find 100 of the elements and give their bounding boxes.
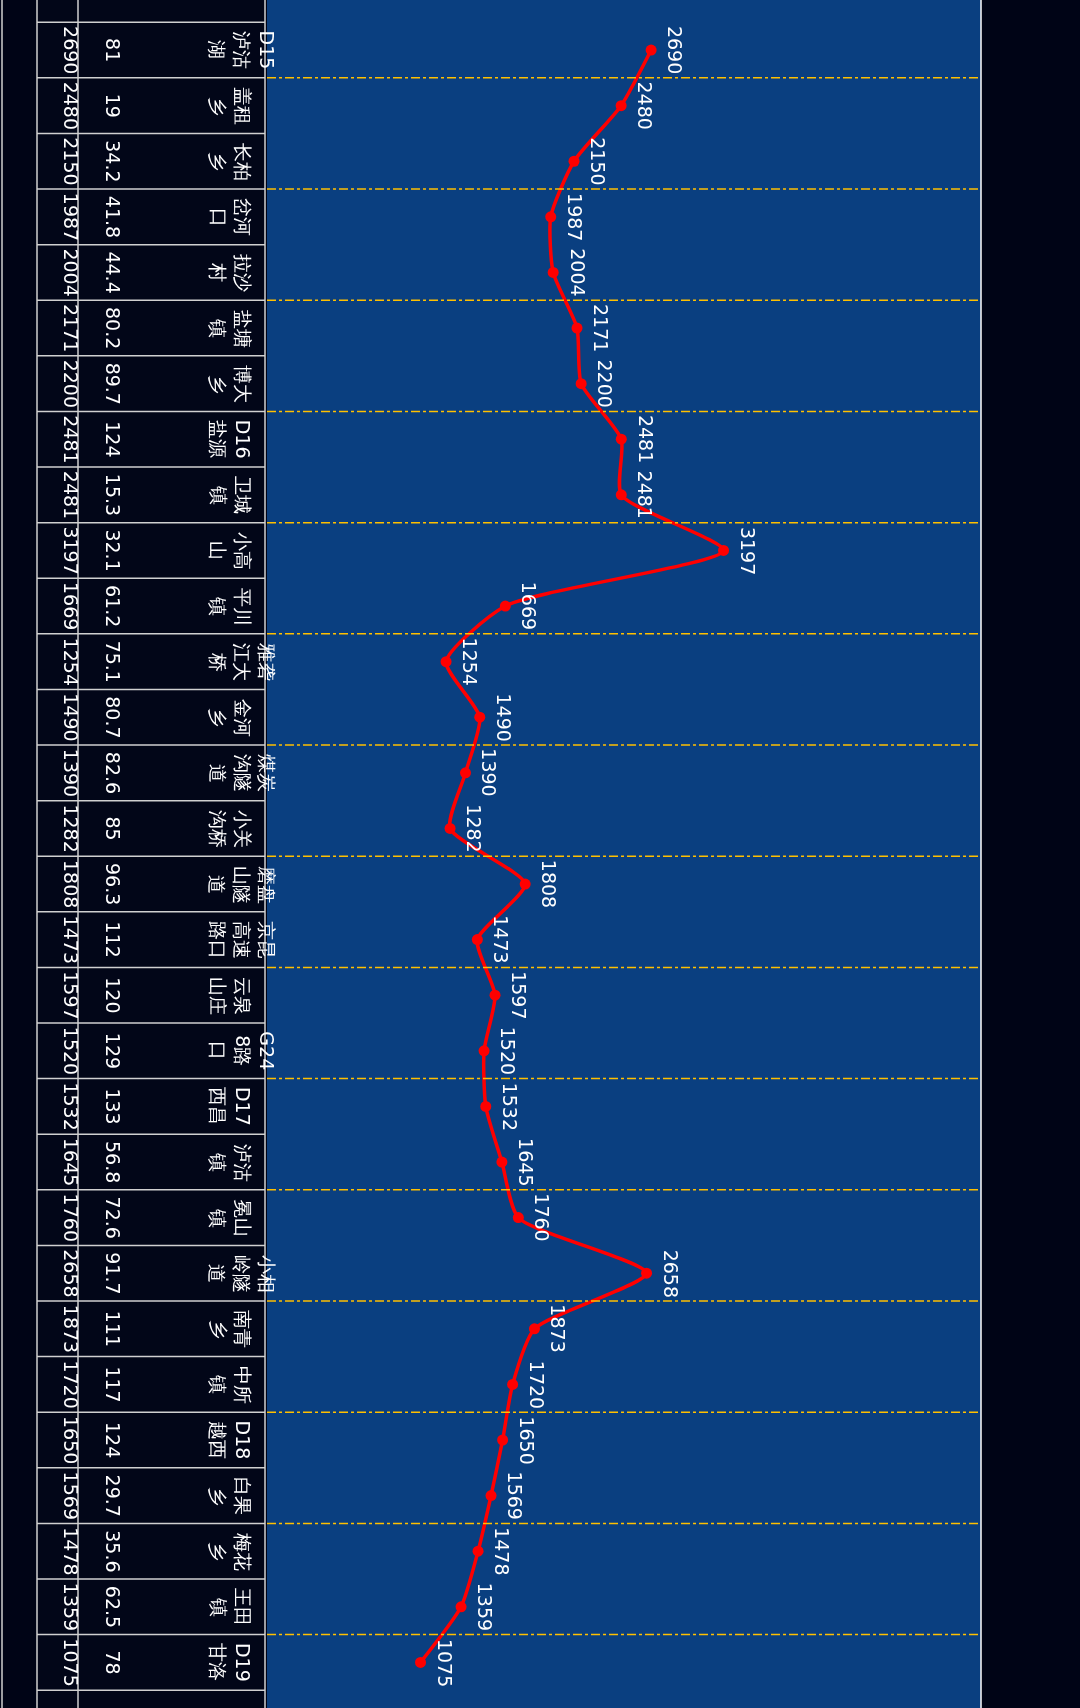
point xyxy=(480,1100,492,1112)
y-tick-label: 磨盘山隧道 xyxy=(206,865,278,904)
y-tick-label: 平川镇 xyxy=(206,587,254,626)
text: 34.2 xyxy=(102,140,125,183)
data-label: 1473 xyxy=(59,915,82,964)
annotation: 2658 xyxy=(659,1249,682,1299)
y-tick-label: 长柏乡 xyxy=(207,142,254,181)
y-tick-label: 雅砻江大桥 xyxy=(206,643,279,682)
y-tick-label: 小关沟桥 xyxy=(207,809,254,848)
y-tick-label: 白果乡 xyxy=(207,1477,255,1516)
annotation: 2200 xyxy=(593,359,616,408)
text: 80.2 xyxy=(102,307,125,350)
y-tick-label: D18 越西 xyxy=(206,1420,254,1460)
text: 41.8 xyxy=(101,195,124,239)
annotation: 2150 xyxy=(587,137,610,186)
point xyxy=(547,266,559,278)
annotation: 1075 xyxy=(433,1638,456,1688)
y-tick-label: 煤炭沟隧道 xyxy=(206,754,279,793)
data-label: 2004 xyxy=(60,248,83,297)
annotation: 1987 xyxy=(563,193,586,242)
text: 124 xyxy=(102,1422,125,1459)
annotation: 1650 xyxy=(515,1416,538,1465)
y-tick-label: 中所镇 xyxy=(207,1365,254,1404)
text: 72.6 xyxy=(101,1196,124,1239)
y-tick-label: 盖租乡 xyxy=(207,87,255,126)
point xyxy=(512,1212,524,1224)
point xyxy=(478,1045,490,1057)
data-label: 3197 xyxy=(60,526,83,575)
text: 15.3 xyxy=(101,473,124,517)
point xyxy=(489,989,501,1001)
annotation: 1490 xyxy=(493,693,515,742)
y-tick-label: 博大乡 xyxy=(207,365,255,404)
annotation: 2690 xyxy=(664,25,687,75)
annotation: 1532 xyxy=(499,1082,522,1132)
data-label: 1650 xyxy=(60,1416,83,1465)
y-tick-label: 金河乡 xyxy=(207,698,254,737)
data-label: 1490 xyxy=(60,693,83,742)
data-label: 1669 xyxy=(60,582,83,631)
annotation: 2171 xyxy=(590,304,613,353)
y-tick-label: 岔河口 xyxy=(207,198,255,237)
point xyxy=(575,378,587,390)
annotation: 1720 xyxy=(526,1360,549,1410)
point xyxy=(444,822,456,834)
annotation: 2480 xyxy=(633,81,656,130)
y-tick-label: 王田镇 xyxy=(207,1588,255,1627)
text: 91.7 xyxy=(102,1252,125,1295)
data-label: 1873 xyxy=(59,1304,82,1354)
annotation: 1390 xyxy=(478,748,501,797)
point xyxy=(568,155,580,167)
data-label: 1720 xyxy=(60,1360,83,1409)
data-label: 1254 xyxy=(59,637,82,686)
y-tick-label: 拉沙村 xyxy=(207,253,254,292)
y-tick-label: 冕山镇 xyxy=(207,1199,255,1238)
point xyxy=(645,44,657,56)
y-tick-label: 泸沽镇 xyxy=(206,1143,254,1182)
point xyxy=(485,1490,497,1502)
y-tick-label: 京昆高速路口 xyxy=(206,921,279,960)
text: 62.5 xyxy=(101,1585,124,1629)
text: 19 xyxy=(101,93,124,118)
text: 61.2 xyxy=(102,585,125,628)
annotation: 1520 xyxy=(496,1026,519,1076)
point xyxy=(415,1656,427,1668)
annotation: 2481 xyxy=(634,414,657,464)
annotation: 1569 xyxy=(503,1471,526,1520)
point xyxy=(471,934,483,946)
y-tick-label: 盐塘镇 xyxy=(206,309,254,348)
text: 56.8 xyxy=(102,1141,125,1184)
data-label: 1532 xyxy=(60,1082,83,1131)
point xyxy=(474,711,486,723)
annotation: 1359 xyxy=(473,1582,496,1632)
point xyxy=(499,600,511,612)
text: 32.1 xyxy=(102,529,125,572)
text: 96.3 xyxy=(102,863,125,906)
text: 133 xyxy=(102,1088,125,1125)
data-label: 1390 xyxy=(59,748,82,798)
annotation: 3197 xyxy=(736,526,759,576)
annotation: 2481 xyxy=(634,470,657,519)
y-tick-label: D15 泸沽湖 xyxy=(206,30,278,70)
y-tick-label: G24 8路口 xyxy=(206,1031,279,1071)
data-label: 2150 xyxy=(60,137,83,186)
text: 80.7 xyxy=(102,696,125,739)
y-tick-label: D16 盐源 xyxy=(207,419,254,459)
data-label: 1478 xyxy=(60,1527,83,1576)
text: 111 xyxy=(101,1310,124,1348)
data-label: 2171 xyxy=(60,304,83,353)
point xyxy=(718,544,730,556)
point xyxy=(545,211,557,223)
text: 124 xyxy=(102,421,125,458)
data-label: 1359 xyxy=(59,1582,82,1632)
text: 85 xyxy=(102,816,125,841)
annotation: 1282 xyxy=(463,804,486,853)
annotation: 1645 xyxy=(514,1138,537,1187)
data-label: 1569 xyxy=(59,1471,82,1520)
annotation: 1254 xyxy=(458,637,481,686)
point xyxy=(440,656,452,668)
y-tick-label: 小高山 xyxy=(207,531,254,570)
annotation: 2004 xyxy=(566,248,589,297)
data-label: 2481 xyxy=(60,415,83,464)
data-label: 2200 xyxy=(59,359,82,408)
point xyxy=(571,322,583,334)
